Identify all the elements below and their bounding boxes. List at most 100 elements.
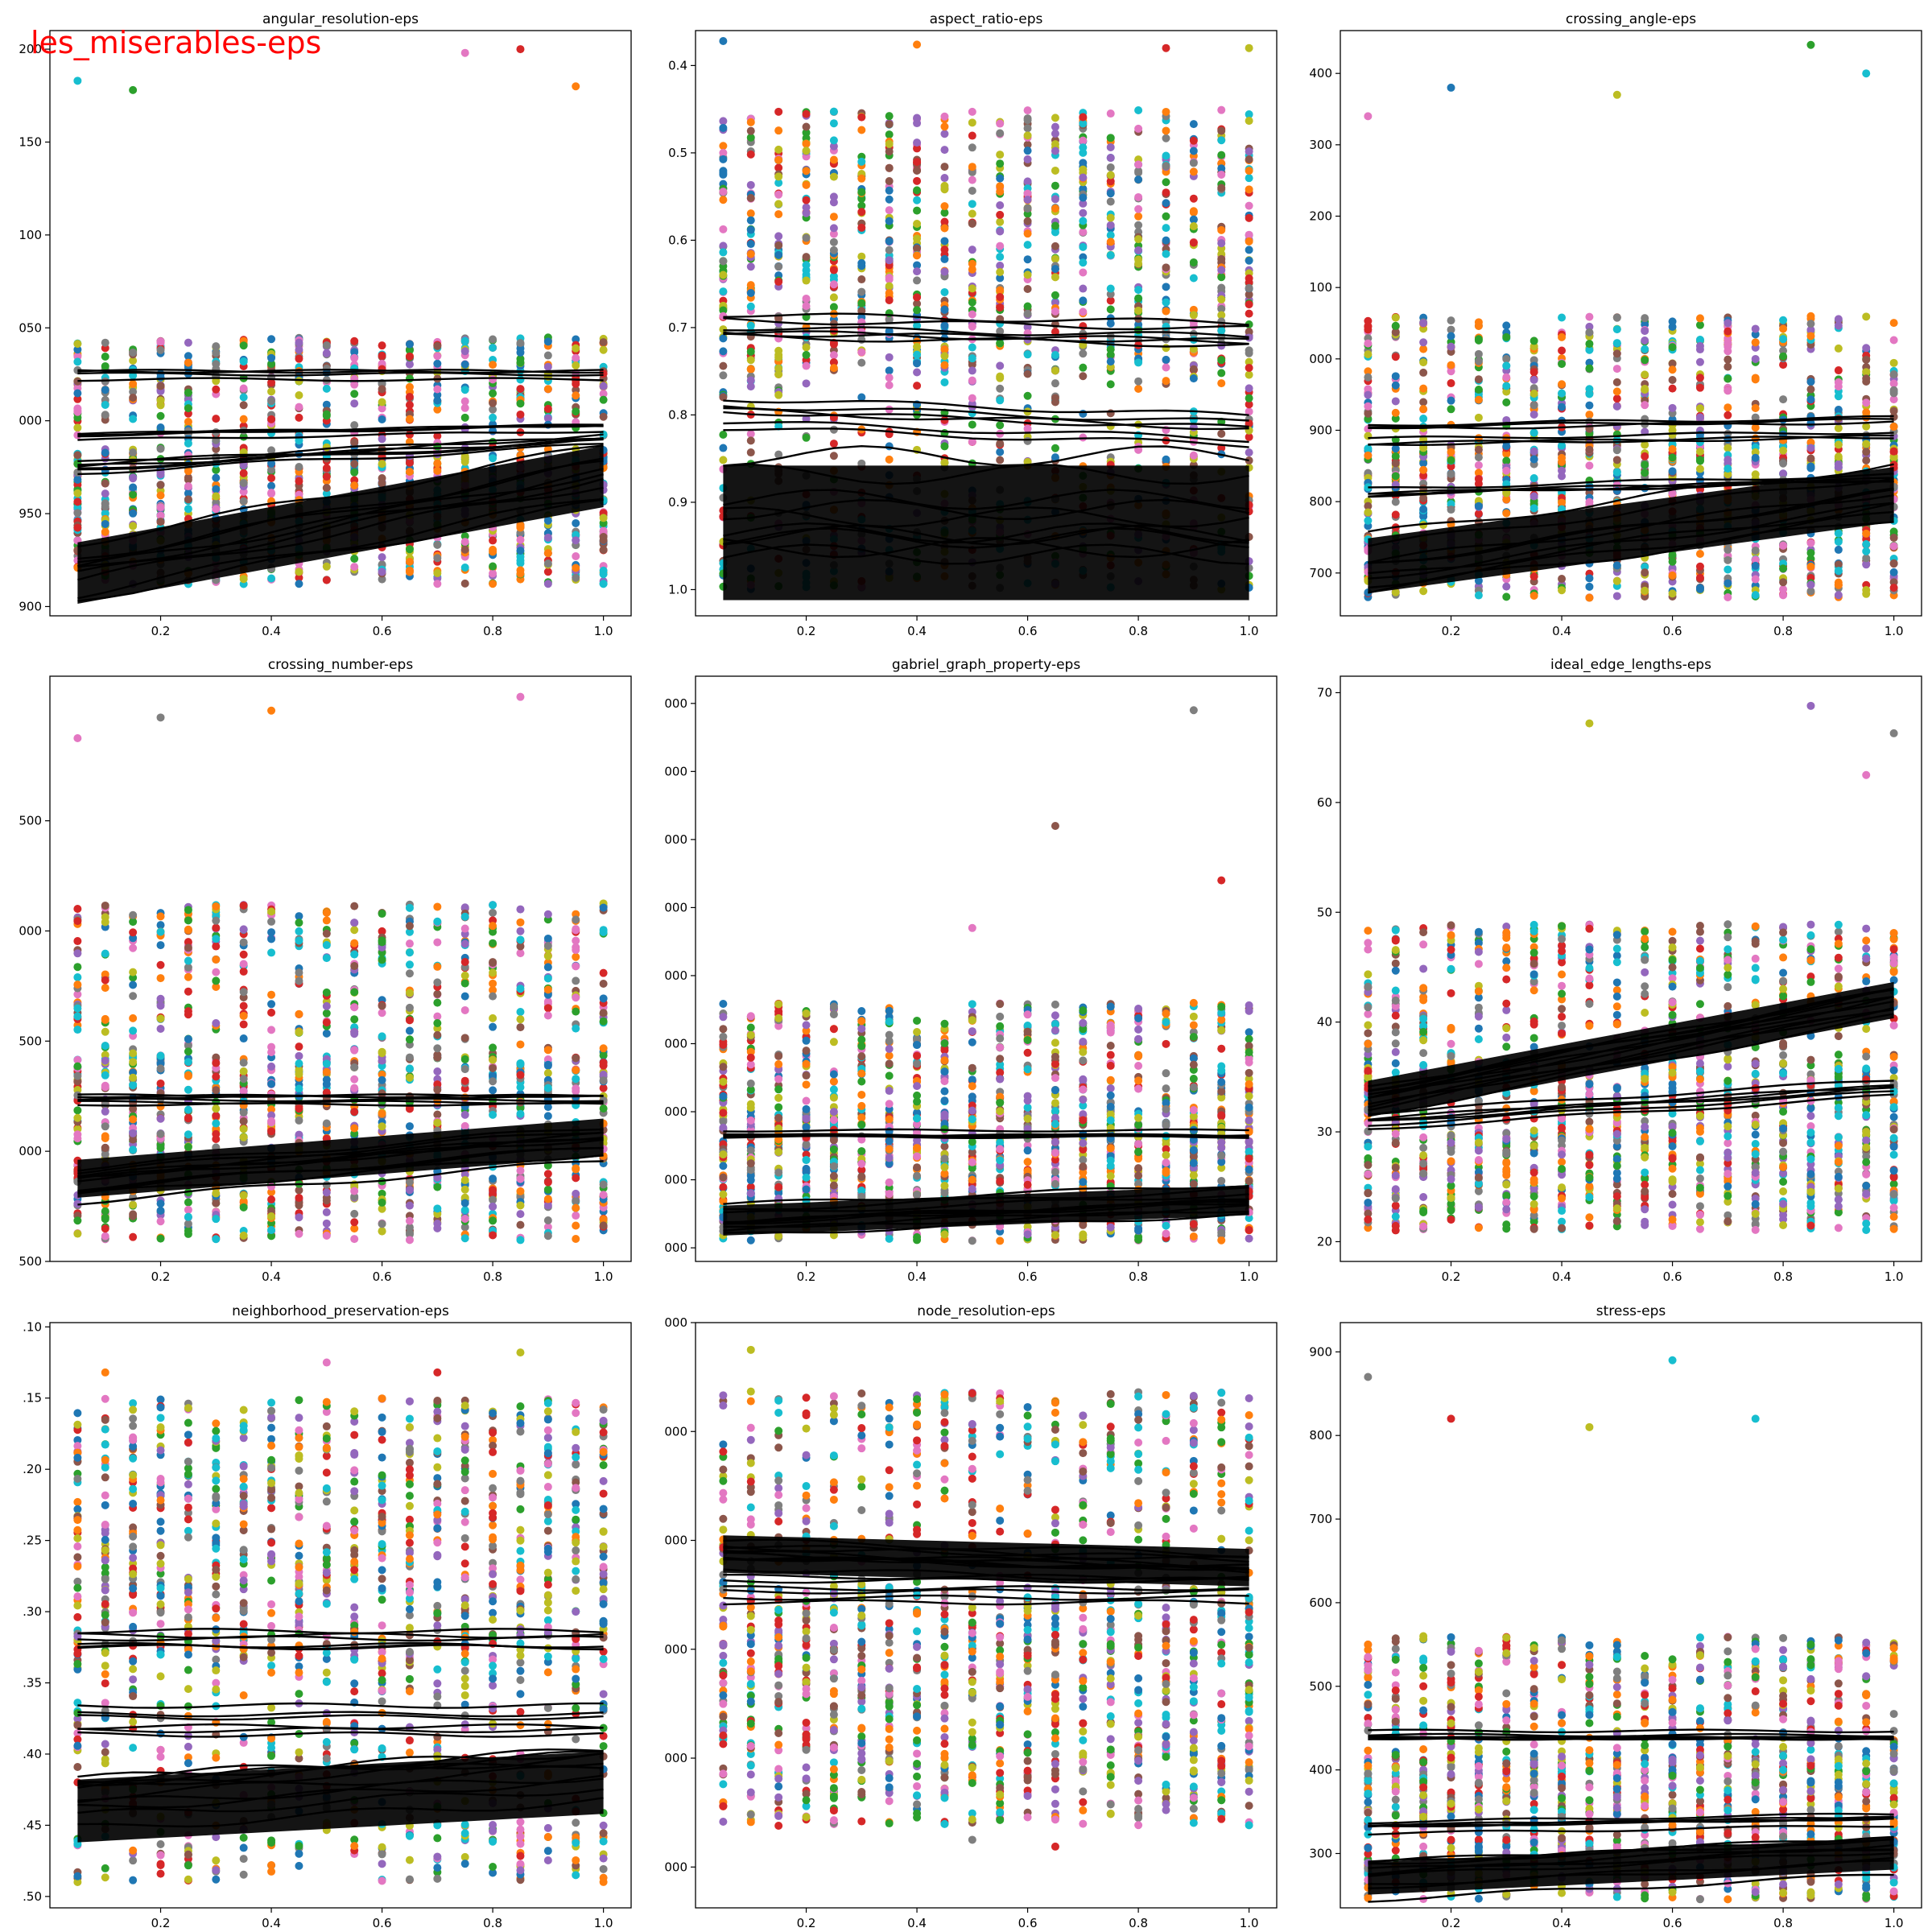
scatter-point bbox=[802, 167, 811, 175]
scatter-point bbox=[1585, 445, 1594, 454]
scatter-point bbox=[405, 568, 414, 576]
scatter-point bbox=[1419, 587, 1428, 596]
scatter-point bbox=[1695, 314, 1704, 323]
scatter-point bbox=[1806, 580, 1815, 589]
scatter-point bbox=[857, 252, 866, 261]
scatter-point bbox=[1023, 369, 1032, 378]
scatter-point bbox=[156, 912, 165, 921]
scatter-point bbox=[1612, 446, 1621, 455]
scatter-point bbox=[1695, 341, 1704, 350]
scatter-point bbox=[1245, 328, 1253, 336]
scatter-point bbox=[1612, 378, 1621, 386]
scatter-point bbox=[156, 401, 165, 410]
scatter-point bbox=[1391, 353, 1400, 361]
scatter-point bbox=[913, 299, 922, 308]
scatter-point bbox=[572, 407, 580, 416]
scatter-point bbox=[746, 448, 755, 457]
scatter-point bbox=[857, 201, 866, 210]
scatter-point bbox=[1189, 215, 1198, 224]
scatter-point bbox=[129, 1129, 138, 1137]
scatter-point bbox=[1530, 389, 1538, 398]
scatter-point bbox=[968, 265, 976, 274]
scatter-point bbox=[267, 387, 276, 396]
scatter-point bbox=[1079, 184, 1088, 193]
scatter-point bbox=[1079, 228, 1088, 237]
series-line bbox=[77, 424, 604, 436]
scatter-point bbox=[968, 354, 976, 363]
scatter-point bbox=[1189, 136, 1198, 145]
scatter-point bbox=[1079, 258, 1088, 267]
scatter-point bbox=[996, 440, 1005, 448]
scatter-point bbox=[885, 316, 894, 324]
scatter-point bbox=[1668, 551, 1677, 559]
scatter-point bbox=[184, 439, 192, 448]
series-line bbox=[723, 332, 1249, 348]
scatter-point bbox=[885, 130, 894, 139]
scatter-point bbox=[184, 1041, 192, 1050]
scatter-point bbox=[1612, 394, 1621, 403]
scatter-point bbox=[295, 568, 303, 576]
subplot-title: angular_resolution-eps bbox=[262, 11, 419, 27]
scatter-point bbox=[996, 242, 1005, 250]
scatter-point bbox=[1834, 423, 1843, 432]
scatter-point bbox=[1217, 273, 1226, 282]
scatter-point bbox=[1217, 225, 1226, 234]
scatter-point bbox=[1751, 555, 1760, 564]
scatter-point bbox=[968, 376, 976, 385]
scatter-point bbox=[543, 337, 552, 346]
scatter-point bbox=[1502, 332, 1511, 341]
scatter-point bbox=[1134, 124, 1143, 133]
scatter-point bbox=[1862, 448, 1871, 456]
scatter-point bbox=[829, 303, 838, 312]
scatter-point bbox=[802, 379, 811, 388]
scatter-point bbox=[378, 404, 386, 413]
scatter-point bbox=[1641, 370, 1649, 379]
scatter-point bbox=[1668, 376, 1677, 385]
scatter-point bbox=[1162, 263, 1170, 272]
scatter-point bbox=[885, 246, 894, 254]
scatter-point bbox=[1245, 456, 1253, 465]
scatter-point bbox=[940, 305, 949, 314]
scatter-point bbox=[1447, 316, 1455, 325]
scatter-point bbox=[1474, 445, 1483, 454]
scatter-point bbox=[73, 497, 82, 506]
scatter-point bbox=[1051, 122, 1059, 131]
scatter-point bbox=[350, 390, 359, 398]
scatter-point bbox=[746, 133, 755, 142]
scatter-point bbox=[774, 210, 783, 219]
scatter-point bbox=[1889, 407, 1898, 415]
scatter-point bbox=[1806, 385, 1815, 394]
scatter-point bbox=[239, 393, 248, 402]
scatter-point bbox=[774, 145, 783, 154]
scatter-point bbox=[101, 970, 109, 979]
scatter-point bbox=[1079, 284, 1088, 293]
scatter-point bbox=[1806, 395, 1815, 404]
scatter-point bbox=[460, 360, 469, 369]
scatter-point bbox=[1162, 107, 1170, 116]
scatter-point bbox=[212, 505, 221, 514]
scatter-point bbox=[774, 126, 783, 135]
scatter-point bbox=[239, 1067, 248, 1075]
scatter-point bbox=[1419, 415, 1428, 423]
scatter-point bbox=[1668, 343, 1677, 352]
scatter-point-outlier bbox=[1447, 83, 1455, 92]
scatter-point bbox=[1834, 560, 1843, 569]
scatter-point bbox=[295, 436, 303, 445]
scatter-point bbox=[295, 1186, 303, 1195]
scatter-point bbox=[212, 982, 221, 991]
scatter-point bbox=[184, 925, 192, 934]
scatter-point bbox=[295, 413, 303, 422]
scatter-point bbox=[1217, 136, 1226, 145]
scatter-point bbox=[184, 1071, 192, 1080]
scatter-point bbox=[802, 128, 811, 137]
axes-frame bbox=[49, 30, 632, 617]
scatter-point bbox=[1245, 256, 1253, 265]
scatter-point bbox=[1245, 407, 1253, 416]
scatter-point bbox=[1889, 447, 1898, 456]
scatter-point bbox=[460, 403, 469, 412]
scatter-point bbox=[378, 460, 386, 469]
y-tick-label: 100 bbox=[19, 228, 42, 242]
scatter-point bbox=[1217, 317, 1226, 326]
scatter-point bbox=[1079, 173, 1088, 182]
